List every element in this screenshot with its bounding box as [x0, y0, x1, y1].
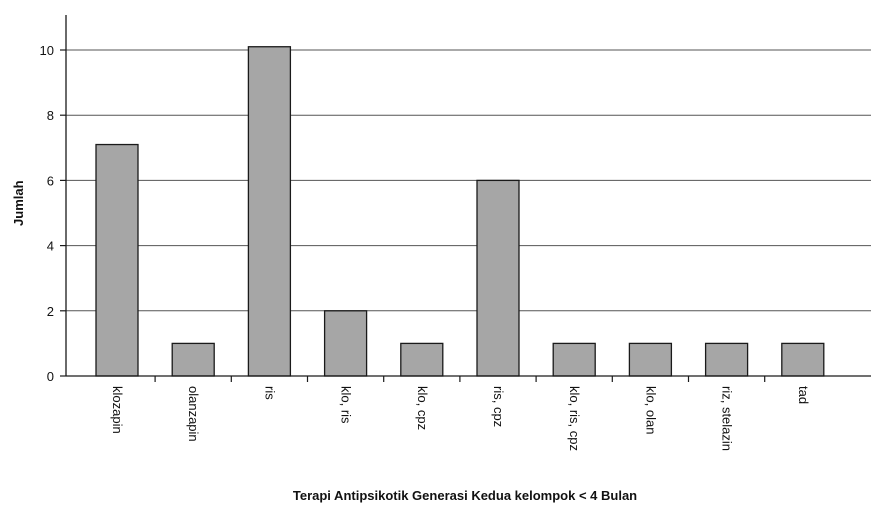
x-tick-label: tad — [796, 386, 811, 404]
y-tick-label: 4 — [47, 239, 54, 254]
bar — [704, 342, 749, 377]
bar — [323, 310, 368, 377]
gridlines — [66, 49, 871, 312]
y-tick-label: 8 — [47, 108, 54, 123]
bar — [781, 342, 825, 377]
x-tick-label: riz, stelazin — [720, 386, 735, 451]
y-tick-label: 6 — [47, 173, 54, 188]
y-ticks: 0 2 4 6 8 10 — [40, 43, 66, 384]
y-tick-label: 0 — [47, 369, 54, 384]
x-ticks: klozapin olanzapin ris klo, ris klo, cpz ris,… — [110, 376, 811, 451]
y-tick-label: 10 — [40, 43, 54, 58]
x-tick-label: klo, olan — [643, 386, 658, 434]
bar — [247, 46, 292, 377]
x-tick-label: olanzapin — [186, 386, 201, 442]
x-tick-label: klo, ris, cpz — [567, 386, 582, 451]
bar — [95, 143, 139, 377]
y-tick-label: 2 — [47, 304, 54, 319]
bar — [476, 179, 520, 377]
y-axis-title: Jumlah — [11, 180, 26, 226]
bars — [95, 46, 825, 377]
x-tick-label: klo, cpz — [415, 386, 430, 430]
bar — [171, 342, 215, 377]
axes — [65, 15, 871, 377]
x-tick-label: klozapin — [110, 386, 125, 434]
x-tick-label: ris — [262, 386, 277, 400]
bar — [628, 342, 673, 377]
bar — [552, 342, 596, 377]
x-axis-title: Terapi Antipsikotik Generasi Kedua kelom… — [293, 488, 637, 503]
x-tick-label: klo, ris — [339, 386, 354, 424]
x-tick-label: ris, cpz — [491, 386, 506, 427]
bar — [400, 342, 444, 377]
